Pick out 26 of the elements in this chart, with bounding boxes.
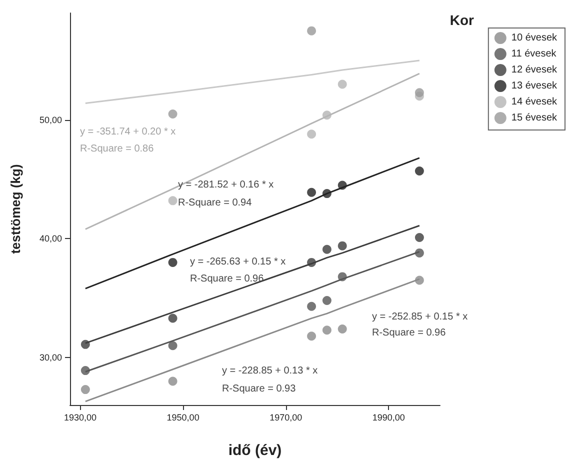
annotation: R-Square = 0.96: [190, 274, 264, 284]
annotation: R-Square = 0.86: [80, 144, 154, 154]
annotation: R-Square = 0.93: [222, 384, 296, 394]
legend-label: 10 évesek: [511, 32, 558, 44]
y-axis-title: testtömeg (kg): [8, 164, 23, 254]
legend-label: 13 évesek: [511, 80, 558, 92]
y-tick-label: 30,00: [39, 352, 62, 362]
y-tick-label: 50,00: [39, 114, 62, 125]
y-tick-label: 40,00: [39, 234, 62, 244]
x-tick-label: 1930,00: [64, 412, 97, 422]
legend-label: 12 évesek: [511, 64, 558, 76]
x-tick-label: 1970,00: [270, 412, 302, 422]
annotation: y = -281.52 + 0.16 * x: [178, 180, 274, 190]
annotation: R-Square = 0.96: [372, 328, 446, 338]
annotation: y = -351.74 + 0.20 * x: [80, 126, 176, 138]
x-axis-title: idő (év): [228, 442, 282, 459]
annotation: y = -228.85 + 0.13 * x: [222, 366, 318, 376]
legend-title: Kor: [450, 12, 475, 28]
x-tick-label: 1990,00: [372, 412, 405, 422]
x-tick-label: 1950,00: [166, 412, 200, 422]
legend-label: 14 évesek: [511, 96, 558, 108]
legend-label: 15 évesek: [511, 112, 558, 124]
legend-label: 11 évesek: [511, 48, 558, 60]
annotation: y = -252.85 + 0.15 * x: [372, 312, 468, 322]
annotation: R-Square = 0.94: [178, 198, 252, 208]
annotation: y = -265.63 + 0.15 * x: [190, 256, 286, 268]
